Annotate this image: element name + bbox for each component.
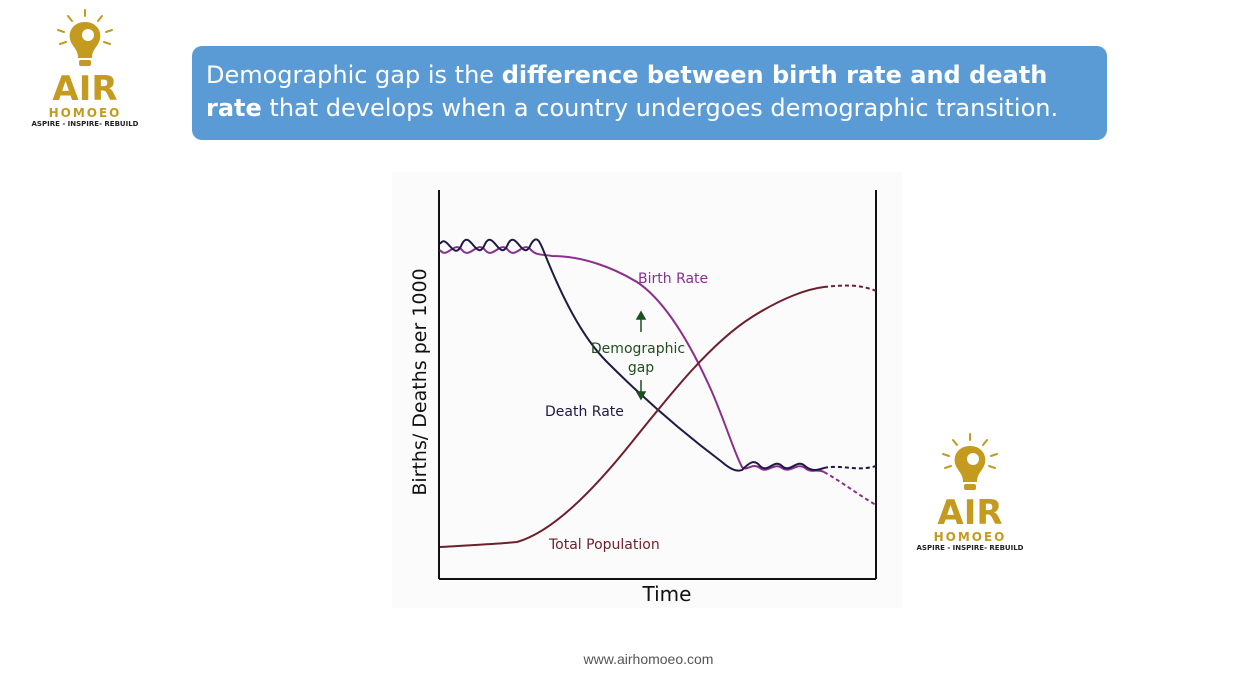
definition-banner: Demographic gap is the difference betwee… <box>192 46 1107 140</box>
demographic-gap-label-line2: gap <box>628 360 654 376</box>
air-homoeo-logo-top: AIR HOMOEO ASPIRE - INSPIRE- REBUILD <box>30 8 140 128</box>
logo-tagline: ASPIRE - INSPIRE- REBUILD <box>916 544 1024 552</box>
total-population-projection <box>823 284 877 292</box>
banner-text-intro: Demographic gap is the <box>206 61 502 89</box>
total-population-curve <box>439 286 825 548</box>
birth-rate-projection <box>823 471 877 506</box>
banner-text-bold: difference between birth rate and death … <box>206 61 1048 122</box>
birth-rate-label: Birth Rate <box>638 271 708 287</box>
death-rate-projection <box>823 465 877 470</box>
logo-subtitle: HOMOEO <box>48 106 122 120</box>
demographic-gap-arrows <box>635 310 647 401</box>
x-axis-label: Time <box>642 582 692 606</box>
banner-text-end: that develops when a country undergoes d… <box>261 94 1059 122</box>
y-axis-label: Births/ Deaths per 1000 <box>409 268 431 495</box>
logo-tagline: ASPIRE - INSPIRE- REBUILD <box>31 120 139 128</box>
demographic-gap-diagram: Birth Rate Demographic gap Death Rate To… <box>392 172 902 608</box>
air-homoeo-logo-right: AIR HOMOEO ASPIRE - INSPIRE- REBUILD <box>915 432 1025 552</box>
death-rate-label: Death Rate <box>545 404 624 420</box>
demographic-gap-label-line1: Demographic <box>591 341 685 357</box>
lightbulb-logo-icon <box>942 433 998 490</box>
logo-wordmark: AIR <box>937 493 1003 533</box>
website-footer[interactable]: www.airhomoeo.com <box>583 651 714 667</box>
logo-subtitle: HOMOEO <box>933 530 1007 544</box>
logo-wordmark: AIR <box>52 69 118 109</box>
total-population-label: Total Population <box>548 537 660 553</box>
lightbulb-logo-icon <box>57 9 113 66</box>
birth-rate-curve <box>439 246 825 473</box>
death-rate-curve <box>439 238 825 472</box>
